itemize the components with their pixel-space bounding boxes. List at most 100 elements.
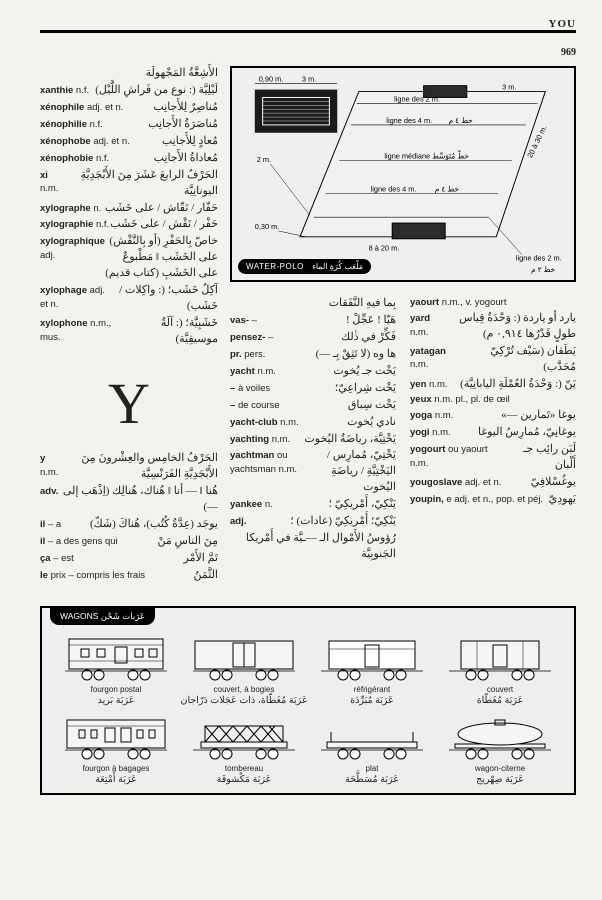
section-letter-y: Y [40,370,218,437]
wagon-cap-fr: couvert [487,685,513,694]
dict-entry: yogi n.m.يوغانِيّ، مُمارِسُ اليوغا [410,425,576,441]
entry-fr: xénophobie n.f. [40,152,109,166]
entry-ar: نادي يُخوت [347,415,396,431]
entry-fr: xylographie n.f. [40,218,109,232]
entry-ar: يوغا «تَمارين —» [501,408,576,424]
dict-entry: yougoslave adj. et n.يوغُسْلافِيّ [410,475,576,491]
dim-030: 0,30 m. [255,222,280,231]
entry-fr: il – a des gens qui [40,535,118,549]
dim-090: 0,90 m. [259,75,284,84]
entry-ar: مُعاداةُ الأَجانِب [154,151,218,167]
lbl-l4-b-ar: خط ٤ م [435,185,459,194]
dict-entry: yen n.m. يَنّ (: وَحْدَةُ العُمْلَةِ اليا… [410,377,576,393]
dict-entry: le prix – compris les frais الثَّمَنُ [40,568,218,584]
dict-entry: xénophilie n.f. مُناصَرَةُ الأَجانِب [40,117,218,133]
dict-entry: xanthie n.f.لَيْلِيَّة (: نوع من فَراشِ … [40,83,218,99]
entry-ar: مُناصَرَةُ الأَجانِب [148,117,218,133]
entry-fr: pensez- – [230,331,273,345]
wagons-label: WAGONS عَرَبات شَحْن [50,608,155,625]
entry-fr: xénophobe adj. et n. [40,135,130,149]
dict-entry: – de courseيَخْت سِباق [230,398,396,414]
dict-entry: الأَشِعَّةُ المَجْهولَة [40,66,218,82]
entry-ar: خَشَبِيَّة؛ (: آلَةٌ موسيقِيَّة) [125,316,218,348]
entry-fr: yougoslave adj. et n. [410,476,501,490]
wagon-cap-ar: عَرَبَة مُغَطّاة [477,695,524,706]
dict-entry: adj. يَنْكِيّ؛ أَمْريكِيّ (عادات) ؛ [230,514,396,530]
dim-8-20: 8 à 20 m. [369,244,400,253]
entry-fr: yoga n.m. [410,409,453,423]
lower-columns: بِما فيهِ النَّفَقاتvas- –هَيّا ! عَجِّل… [230,296,576,564]
entry-ar: حَفْر / نَقْش / على خَشَب [110,217,218,233]
entry-ar: آكِلُ خَشَب؛ (: واكِلات / خَشَب) [110,283,218,315]
entry-fr: xylographique adj. [40,235,105,263]
entry-fr: le prix – compris les frais [40,569,145,583]
lbl-l2-top: ligne des 2 m. [394,94,440,103]
entry-fr: xylophone n.m., mus. [40,317,125,345]
entry-ar: يَخْتِيَّة، رياضَةُ اليُخوت [304,432,396,448]
entry-ar: الحَرْفُ الخامِس والعِشْرونَ مِنَ الأَبْ… [59,451,218,483]
entry-ar: يَهودِيّ [549,492,576,508]
entry-fr: xylophage adj. et n. [40,284,110,312]
dict-entry: xylographe n.حَفّار / نَقّاش / على خَشَب [40,201,218,217]
entry-ar: يَطَقان (سَيْف تُرْكِيّ مُحَدَّب) [463,344,576,376]
entry-ar: مُناصِرٌ لِلأَجانِب [153,100,218,116]
entry-ar: الحَرْفُ الرابعَ عَشَرَ مِنَ الأَبْجَدِي… [65,168,218,200]
entry-fr: yard n.m. [410,312,437,340]
entry-fr: yogi n.m. [410,426,451,440]
col-right-dict: yaourt n.m., v. yogourtyard n.m.يارد أو … [410,296,576,564]
wagon-cap-fr: fourgon postal [91,685,142,694]
entry-fr: youpin, e adj. et n., pop. et péj. [410,493,543,507]
wagon-cell: fourgon postalعَرَبَة بَريد [52,631,180,706]
dict-entry: xylophone n.m., mus.خَشَبِيَّة؛ (: آلَةٌ… [40,316,218,348]
wagon-cap-fr: couvert, à bogies [214,685,275,694]
wagon-cell: fourgon à bagagesعَرَبَة أَمْتِعَة [52,710,180,785]
wagon-cell: wagon-citerneعَرَبَة صِهْريج [436,710,564,785]
entry-ar: لَيْلِيَّة (: نوع من فَراشِ اللَّيْل) [95,83,218,99]
dict-entry: xénophobe adj. et n.مُعادٍ لِلأَجانِب [40,134,218,150]
entry-fr: pr. pers. [230,348,265,362]
dict-entry: yeux n.m. pl., pl. de œil [410,393,576,407]
dict-entry: yachting n.m.يَخْتِيَّة، رياضَةُ اليُخوت [230,432,396,448]
entry-fr: yatagan n.m. [410,345,463,373]
guide-word: YOU [40,18,576,30]
entry-ar: يَنّ (: وَحْدَةُ العُمْلَةِ اليابانِيَّة… [460,377,576,393]
entry-fr: xénophilie n.f. [40,118,103,132]
entry-fr: yen n.m. [410,378,448,392]
lbl-l4-b: ligne des 4 m. [371,185,417,194]
left-column: الأَشِعَّةُ المَجْهولَةxanthie n.f.لَيْل… [40,66,218,584]
dict-entry: ça – estتَمَّ الأَمْر [40,551,218,567]
entry-fr: adj. [230,515,246,529]
wagon-cap-fr: tombereau [225,764,263,773]
lbl-l2-bot: ligne des 2 m. [516,253,562,262]
entry-ar: هَيّا ! عَجِّلْ ! [346,313,396,329]
entry-fr: yacht n.m. [230,365,276,379]
lbl-med: ligne médiane [384,151,430,160]
wagon-cap-fr: wagon-citerne [475,764,525,773]
dim-3m-b: 3 m. [502,83,516,92]
entry-fr: yankee n. [230,498,273,512]
entry-fr: y n.m. [40,452,59,480]
dict-entry: xylophage adj. et n.آكِلُ خَشَب؛ (: واكِ… [40,283,218,315]
wagon-cap-ar: عَرَبَة مُبَرِّدَة [350,695,394,706]
dict-entry: yacht-club n.m.نادي يُخوت [230,415,396,431]
dict-entry: vas- –هَيّا ! عَجِّلْ ! [230,313,396,329]
wagon-cap-ar: عَرَبَة بَريد [98,695,135,706]
entry-fr: yogourt ou yaourt n.m. [410,443,503,471]
wagon-cell: couvert, à bogiesعَرَبَة مُغَطّاة، ذات ع… [180,631,308,706]
wp-label-ar: مَلْعَب كُرَةِ الماء [312,262,363,271]
dict-entry: yard n.m.يارد أو ياردة (: وَحْدَةُ قِياس… [410,311,576,343]
wagon-cap-ar: عَرَبَة مُسَطَّحَة [345,774,399,785]
dict-entry: بِما فيهِ النَّفَقات [230,296,396,312]
entry-ar: الثَّمَنُ [194,568,218,584]
entry-ar: الأَشِعَّةُ المَجْهولَة [146,66,218,82]
dim-3m-a: 3 m. [302,75,316,84]
entry-ar: يَنْكِيّ، أَمْريكِيّ ؛ [329,497,397,513]
entry-fr: ça – est [40,552,74,566]
wagon-cap-ar: عَرَبَة أَمْتِعَة [95,774,137,785]
wagons-diagram: WAGONS عَرَبات شَحْن fourgon postalعَرَب… [40,606,576,795]
wp-label-fr: WATER-POLO [246,262,304,271]
dict-entry: yogourt ou yaourt n.m.لَبَن رائِب جـ أَل… [410,442,576,474]
entry-fr: yeux n.m. pl., pl. de œil [410,393,510,407]
wagon-row-2: fourgon à bagagesعَرَبَة أَمْتِعَة tomber… [52,710,564,785]
entry-ar: خاصّ بِالحَفْرِ (أو بِالنَّقْش) على الخَ… [105,234,218,282]
